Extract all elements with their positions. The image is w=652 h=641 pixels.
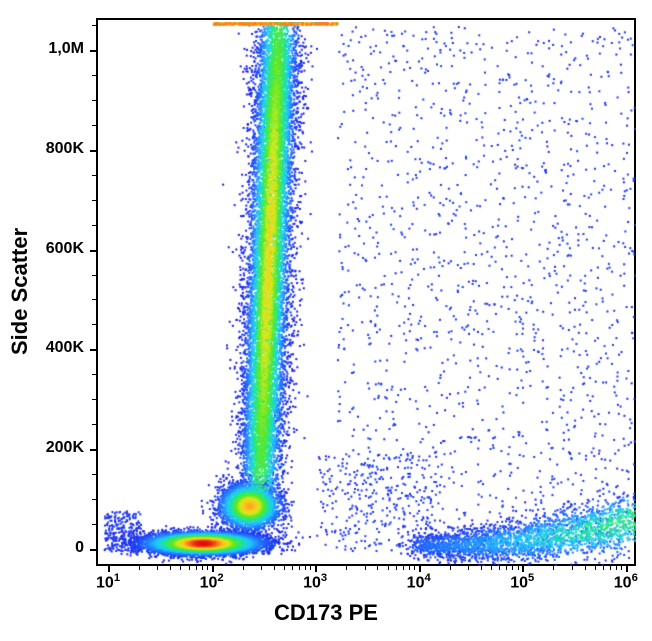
x-tick-label: 101	[83, 572, 133, 592]
y-tick-label: 400K	[0, 339, 84, 357]
flow-cytometry-chart: Side Scatter 0200K400K600K800K1,0M 10110…	[0, 0, 652, 641]
x-tick-label: 102	[187, 572, 237, 592]
y-tick-label: 200K	[0, 439, 84, 457]
x-tick-label: 106	[601, 572, 651, 592]
y-tick-label: 1,0M	[0, 40, 84, 58]
plot-area	[96, 18, 636, 566]
y-tick-label: 0	[0, 539, 84, 557]
x-tick-label: 104	[394, 572, 444, 592]
y-tick-label: 600K	[0, 240, 84, 258]
density-canvas	[100, 22, 636, 566]
x-tick-label: 105	[497, 572, 547, 592]
y-tick-label: 800K	[0, 140, 84, 158]
x-tick-label: 103	[290, 572, 340, 592]
x-axis-label: CD173 PE	[0, 600, 652, 626]
